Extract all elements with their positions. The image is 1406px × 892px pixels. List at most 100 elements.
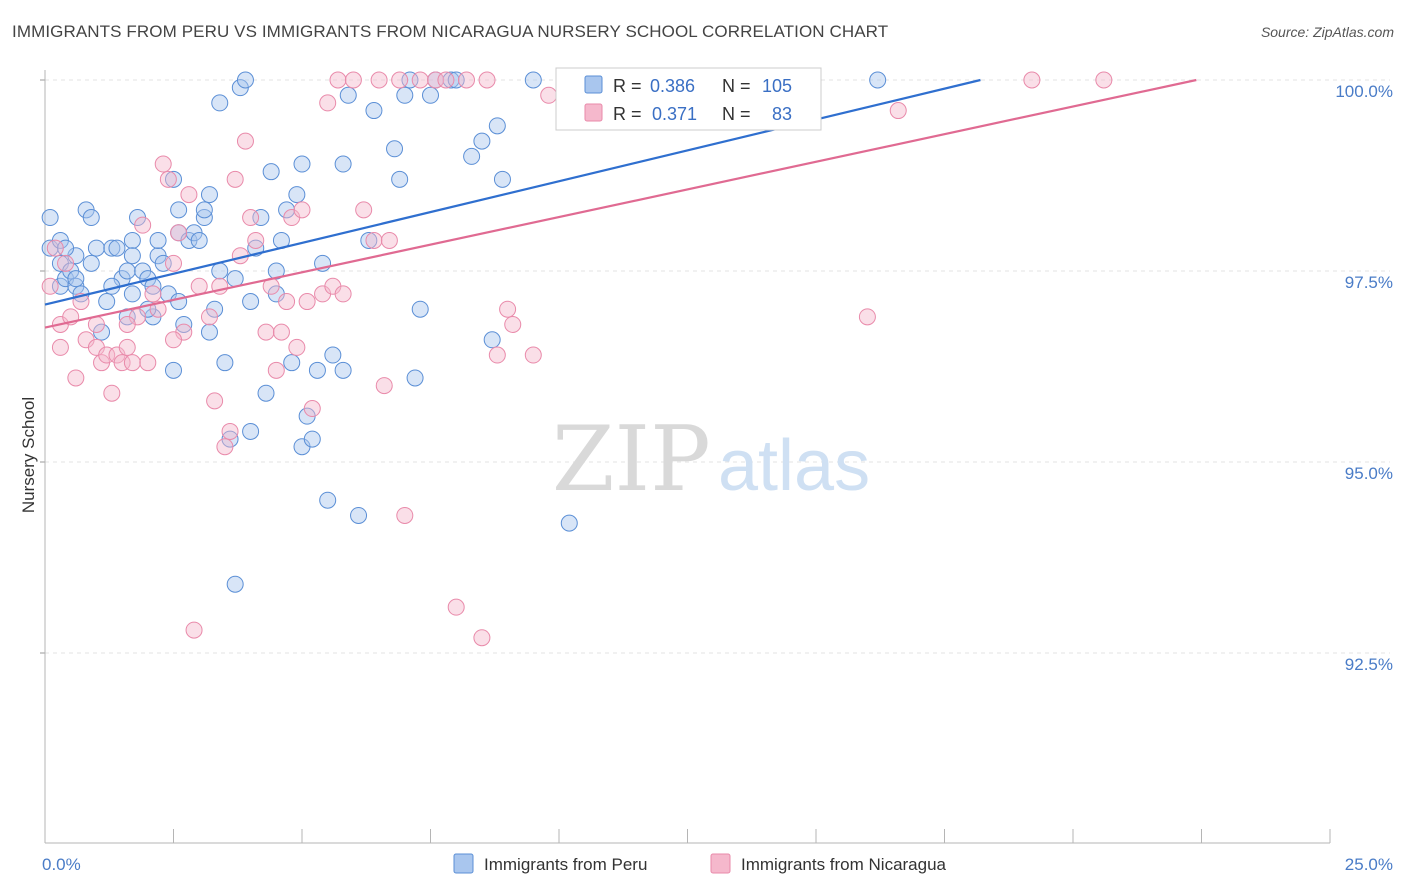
point-nicaragua xyxy=(298,293,316,311)
y-tick-label: 95.0% xyxy=(1345,464,1393,483)
point-peru xyxy=(334,361,352,379)
point-peru xyxy=(195,201,213,219)
watermark: ZIP atlas xyxy=(552,407,870,512)
point-nicaragua xyxy=(123,354,141,372)
axes: 92.5% 95.0% 97.5% 100.0% 0.0% 25.0% xyxy=(40,70,1393,874)
point-nicaragua xyxy=(98,346,116,364)
trend-line-nicaragua xyxy=(44,78,1197,329)
point-peru xyxy=(123,285,141,303)
point-nicaragua xyxy=(411,71,429,89)
point-nicaragua xyxy=(180,186,198,204)
point-peru xyxy=(257,384,275,402)
point-nicaragua xyxy=(247,231,265,249)
point-peru xyxy=(200,323,218,341)
point-nicaragua xyxy=(540,86,558,104)
point-peru xyxy=(869,71,887,89)
point-peru xyxy=(252,209,270,227)
point-nicaragua xyxy=(185,621,203,639)
point-nicaragua xyxy=(236,132,254,150)
point-peru xyxy=(524,71,542,89)
point-nicaragua xyxy=(478,71,496,89)
point-peru xyxy=(165,170,182,188)
trend-lines xyxy=(44,78,1197,329)
point-nicaragua xyxy=(488,346,506,364)
point-peru xyxy=(118,262,136,280)
point-peru xyxy=(226,270,244,288)
point-nicaragua xyxy=(457,71,475,89)
chart-source: Source: ZipAtlas.com xyxy=(1260,24,1394,40)
point-nicaragua xyxy=(427,71,445,89)
point-nicaragua xyxy=(355,201,373,219)
point-nicaragua xyxy=(396,506,414,524)
point-peru xyxy=(211,94,229,112)
legend-peru-label: Immigrants from Peru xyxy=(484,855,647,874)
x-tick-label-min: 0.0% xyxy=(42,855,81,874)
point-peru xyxy=(262,163,280,181)
watermark-zip: ZIP xyxy=(552,407,711,512)
point-nicaragua xyxy=(344,71,362,89)
legend-peru-swatch xyxy=(453,853,474,874)
point-nicaragua xyxy=(118,315,136,333)
point-peru xyxy=(401,71,419,89)
point-nicaragua xyxy=(170,224,188,242)
point-nicaragua xyxy=(473,629,491,647)
stats-peru-n-value: 105 xyxy=(762,76,792,96)
y-tick-label: 100.0% xyxy=(1335,82,1393,101)
point-nicaragua xyxy=(858,308,876,326)
point-peru xyxy=(82,254,100,272)
point-peru xyxy=(103,239,121,257)
point-peru xyxy=(319,491,337,509)
stats-nicaragua-r-value: 0.371 xyxy=(652,104,697,124)
point-nicaragua xyxy=(190,277,208,295)
stats-nicaragua-n-label: N = xyxy=(722,104,751,124)
y-axis-title: Nursery School xyxy=(19,397,38,513)
point-nicaragua xyxy=(370,71,388,89)
stats-nicaragua-r-label: R = xyxy=(613,104,642,124)
point-nicaragua xyxy=(303,400,321,418)
point-nicaragua xyxy=(226,170,244,188)
point-peru xyxy=(442,71,460,89)
point-nicaragua xyxy=(329,71,347,89)
point-peru xyxy=(447,71,465,89)
point-nicaragua xyxy=(293,201,311,219)
point-peru xyxy=(67,270,85,288)
point-peru xyxy=(463,147,481,165)
point-nicaragua xyxy=(113,354,131,372)
point-peru xyxy=(216,354,234,372)
point-peru xyxy=(267,262,285,280)
point-nicaragua xyxy=(67,369,85,387)
point-nicaragua xyxy=(272,323,290,341)
point-peru xyxy=(226,575,244,593)
point-nicaragua xyxy=(288,338,306,356)
point-peru xyxy=(82,209,100,227)
point-peru xyxy=(308,361,326,379)
point-nicaragua xyxy=(319,94,337,112)
point-peru xyxy=(236,71,254,89)
point-peru xyxy=(283,354,301,372)
point-peru xyxy=(483,331,501,349)
point-nicaragua xyxy=(221,422,239,440)
point-nicaragua xyxy=(242,209,260,227)
point-nicaragua xyxy=(257,323,275,341)
point-nicaragua xyxy=(103,384,121,402)
point-peru xyxy=(170,293,188,311)
point-peru xyxy=(200,186,218,204)
x-tick-label-max: 25.0% xyxy=(1345,855,1393,874)
point-peru xyxy=(360,231,378,249)
point-nicaragua xyxy=(200,308,218,326)
point-peru xyxy=(324,346,342,364)
point-peru xyxy=(406,369,424,387)
point-peru xyxy=(560,514,578,532)
legend-nicaragua-swatch xyxy=(710,853,731,874)
point-peru xyxy=(190,231,208,249)
stats-nicaragua-swatch xyxy=(584,103,603,122)
point-nicaragua xyxy=(380,231,398,249)
legend-nicaragua-label: Immigrants from Nicaragua xyxy=(741,855,947,874)
point-nicaragua xyxy=(267,361,285,379)
point-peru xyxy=(108,239,126,257)
stats-peru-r-label: R = xyxy=(613,76,642,96)
point-nicaragua xyxy=(889,102,907,120)
point-nicaragua xyxy=(206,392,224,410)
watermark-atlas: atlas xyxy=(718,426,870,506)
